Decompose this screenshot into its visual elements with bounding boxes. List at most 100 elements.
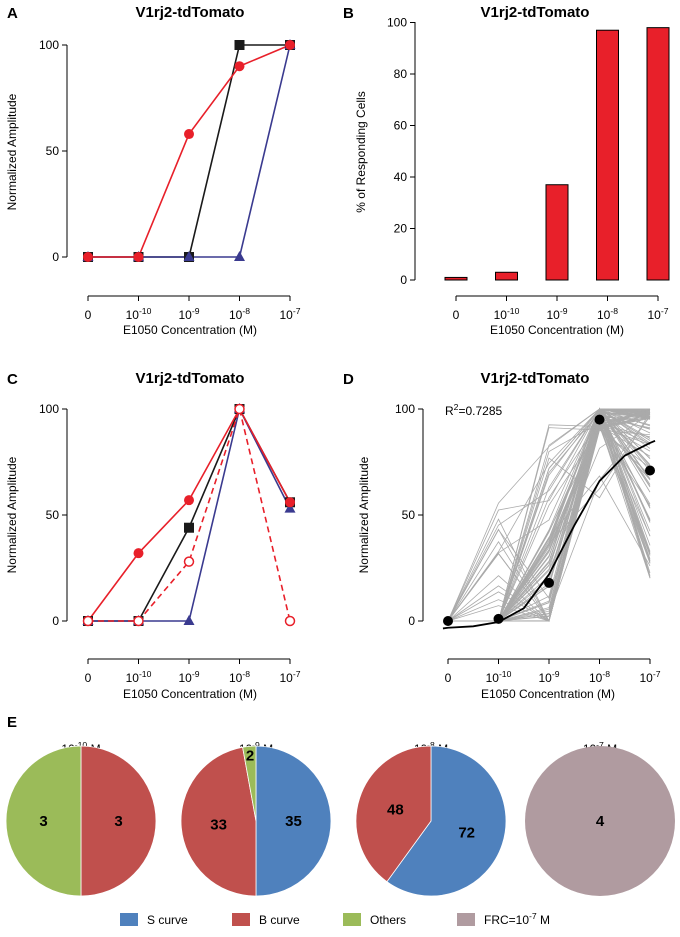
individual-traces bbox=[447, 407, 651, 623]
y-tick-label: 0 bbox=[52, 250, 59, 264]
legend-swatch bbox=[120, 913, 138, 926]
panel-label-d: D bbox=[343, 371, 354, 388]
pie-chart: 10-7 M4 bbox=[525, 740, 675, 896]
x-tick-label: 10-10 bbox=[494, 306, 520, 322]
chart-title: V1rj2-tdTomato bbox=[481, 4, 590, 21]
panel-label-c: C bbox=[7, 371, 18, 388]
x-tick-label: 10-10 bbox=[486, 669, 512, 685]
mean-point bbox=[645, 465, 655, 476]
pie-slice bbox=[80, 745, 157, 897]
r-squared-label: R2=0.7285 bbox=[445, 402, 503, 418]
pie-slice bbox=[180, 746, 257, 897]
mean-point bbox=[594, 414, 605, 425]
individual-trace bbox=[448, 412, 651, 622]
x-tick-label: 10-7 bbox=[279, 669, 300, 685]
panel-label-b: B bbox=[343, 5, 354, 22]
panel-a: V1rj2-tdTomato 0 50 100 0 10-10 10-9 10-8 10-7 E1… bbox=[5, 4, 301, 337]
individual-trace bbox=[448, 416, 651, 622]
y-axis-label: % of Responding Cells bbox=[354, 91, 368, 212]
y-tick-label: 60 bbox=[394, 119, 408, 133]
data-point bbox=[184, 129, 194, 140]
y-axis-label: Normalized Amplitude bbox=[5, 93, 19, 210]
chart-title: V1rj2-tdTomato bbox=[136, 4, 245, 21]
data-point bbox=[82, 615, 94, 627]
individual-trace bbox=[448, 412, 651, 622]
legend-label: B curve bbox=[259, 913, 300, 927]
pie-slice bbox=[525, 746, 675, 896]
data-point bbox=[234, 61, 245, 72]
x-tick-label: 10-8 bbox=[597, 306, 618, 322]
y-tick-label: 50 bbox=[402, 508, 416, 522]
x-axis-label: E1050 Concentration (M) bbox=[123, 687, 257, 701]
series-line bbox=[88, 44, 291, 258]
slice-label: 72 bbox=[458, 825, 475, 842]
individual-trace bbox=[447, 408, 651, 622]
data-point bbox=[285, 40, 295, 50]
data-point bbox=[183, 251, 195, 261]
x-tick-label: 10-7 bbox=[639, 669, 660, 685]
pie-slice bbox=[5, 745, 82, 897]
y-tick-label: 40 bbox=[394, 170, 408, 184]
series-line bbox=[88, 406, 291, 622]
y-axis-label: Normalized Amplitude bbox=[5, 456, 19, 573]
fit-curve bbox=[442, 439, 656, 630]
individual-trace bbox=[448, 412, 651, 622]
slice-label: 3 bbox=[114, 813, 122, 830]
x-tick-label: 0 bbox=[453, 308, 460, 322]
individual-trace bbox=[448, 422, 651, 622]
x-tick-label: 10-9 bbox=[178, 669, 199, 685]
data-point bbox=[83, 252, 93, 262]
y-axis-label: Normalized Amplitude bbox=[357, 456, 371, 573]
data-point bbox=[285, 497, 295, 508]
x-tick-label: 10-7 bbox=[647, 306, 668, 322]
data-point bbox=[234, 40, 245, 50]
x-axis-label: E1050 Concentration (M) bbox=[481, 687, 615, 701]
x-tick-label: 10-9 bbox=[546, 306, 567, 322]
data-point bbox=[133, 548, 144, 559]
pie-slice bbox=[386, 745, 507, 897]
x-tick-label: 0 bbox=[85, 308, 92, 322]
legend-swatch bbox=[232, 913, 250, 926]
chart-title: V1rj2-tdTomato bbox=[136, 370, 245, 387]
individual-trace bbox=[448, 411, 651, 622]
individual-trace bbox=[447, 426, 651, 622]
individual-trace bbox=[447, 408, 651, 622]
y-tick-label: 100 bbox=[387, 16, 407, 30]
individual-trace bbox=[448, 416, 651, 622]
x-tick-label: 10-7 bbox=[279, 306, 300, 322]
bar bbox=[444, 276, 468, 281]
data-point bbox=[133, 615, 144, 627]
legend-label: FRC=10-7 M bbox=[484, 911, 550, 927]
data-point bbox=[284, 502, 296, 513]
x-tick-label: 0 bbox=[85, 671, 92, 685]
individual-trace bbox=[447, 409, 651, 622]
mean-point bbox=[493, 613, 504, 624]
data-point bbox=[284, 615, 296, 627]
pie-slice bbox=[355, 745, 432, 883]
x-axis-label: E1050 Concentration (M) bbox=[123, 323, 257, 337]
y-tick-label: 80 bbox=[394, 67, 408, 81]
y-tick-label: 0 bbox=[52, 614, 59, 628]
slice-label: 35 bbox=[285, 813, 302, 830]
pie-chart: 10-8 M7248 bbox=[355, 740, 507, 897]
x-tick-label: 10-8 bbox=[229, 669, 250, 685]
legend-label: S curve bbox=[147, 913, 188, 927]
individual-trace bbox=[448, 408, 651, 622]
individual-trace bbox=[448, 408, 651, 622]
pie-slice bbox=[255, 745, 332, 897]
slice-label: 4 bbox=[596, 813, 605, 830]
y-tick-label: 100 bbox=[39, 38, 59, 52]
panel-c: V1rj2-tdTomato 0 50 100 0 10-10 10-9 10-8 10-7 E1… bbox=[5, 370, 301, 701]
series-line bbox=[88, 44, 291, 258]
legend-swatch bbox=[457, 913, 475, 926]
legend: S curve B curve Others FRC=10-7 M bbox=[120, 911, 550, 927]
panel-label-e: E bbox=[7, 714, 17, 731]
legend-label: Others bbox=[370, 913, 406, 927]
panel-b: V1rj2-tdTomato 0 20 40 60 80 100 0 10-10 10-9 10-8… bbox=[354, 4, 670, 337]
y-tick-label: 0 bbox=[408, 614, 415, 628]
mean-point bbox=[443, 616, 453, 626]
y-tick-label: 50 bbox=[46, 144, 60, 158]
x-tick-label: 10-8 bbox=[229, 306, 250, 322]
bar bbox=[545, 184, 569, 281]
individual-trace bbox=[448, 408, 651, 622]
